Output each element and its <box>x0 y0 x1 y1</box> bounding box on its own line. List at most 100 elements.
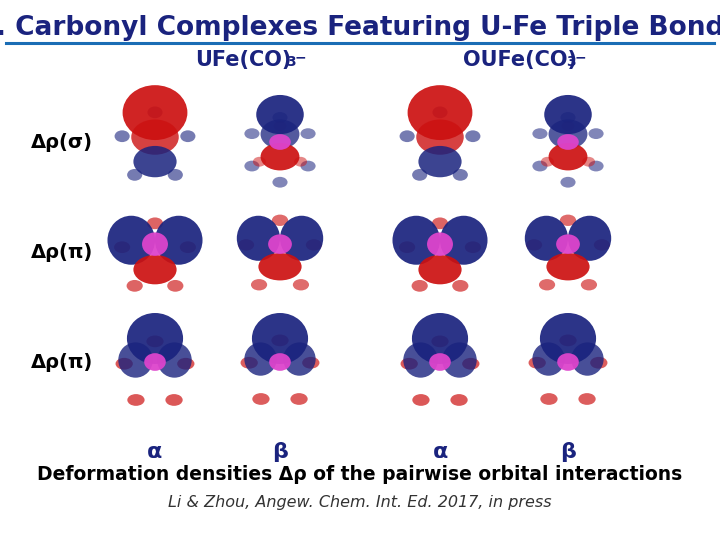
Ellipse shape <box>146 335 163 347</box>
Ellipse shape <box>528 357 546 369</box>
Ellipse shape <box>268 234 292 254</box>
Text: −: − <box>295 50 307 64</box>
Ellipse shape <box>403 342 438 377</box>
Ellipse shape <box>272 214 288 226</box>
Ellipse shape <box>240 357 258 369</box>
Ellipse shape <box>581 279 597 291</box>
Ellipse shape <box>544 95 592 134</box>
Ellipse shape <box>588 160 603 171</box>
Ellipse shape <box>114 130 130 142</box>
Ellipse shape <box>122 85 187 140</box>
Ellipse shape <box>127 394 145 406</box>
Ellipse shape <box>432 218 448 229</box>
Ellipse shape <box>453 169 468 181</box>
Ellipse shape <box>252 313 308 364</box>
Ellipse shape <box>418 255 462 285</box>
Ellipse shape <box>280 216 323 261</box>
Ellipse shape <box>127 280 143 292</box>
Ellipse shape <box>557 353 579 371</box>
Ellipse shape <box>532 128 547 139</box>
Text: α: α <box>148 442 163 462</box>
Ellipse shape <box>431 335 449 347</box>
Ellipse shape <box>300 160 315 171</box>
Ellipse shape <box>556 234 580 254</box>
Text: α: α <box>433 442 448 462</box>
Ellipse shape <box>442 342 477 377</box>
Ellipse shape <box>293 279 309 291</box>
Ellipse shape <box>412 313 468 364</box>
Ellipse shape <box>167 280 184 292</box>
Ellipse shape <box>283 342 315 376</box>
Ellipse shape <box>244 128 259 139</box>
Ellipse shape <box>269 134 291 150</box>
Ellipse shape <box>526 239 542 251</box>
Ellipse shape <box>180 241 196 253</box>
Ellipse shape <box>549 143 588 171</box>
Text: Li & Zhou, Angew. Chem. Int. Ed. 2017, in press: Li & Zhou, Angew. Chem. Int. Ed. 2017, i… <box>168 495 552 510</box>
Ellipse shape <box>168 169 183 181</box>
Ellipse shape <box>427 232 453 256</box>
Ellipse shape <box>408 85 472 140</box>
Ellipse shape <box>238 239 254 251</box>
Ellipse shape <box>261 143 300 171</box>
Ellipse shape <box>253 157 266 167</box>
Ellipse shape <box>115 358 132 369</box>
Ellipse shape <box>107 216 155 265</box>
Ellipse shape <box>400 130 415 142</box>
Text: Δρ(π): Δρ(π) <box>31 242 93 261</box>
Ellipse shape <box>433 106 448 118</box>
Ellipse shape <box>440 216 487 265</box>
Ellipse shape <box>400 358 418 369</box>
Ellipse shape <box>256 95 304 134</box>
Ellipse shape <box>429 353 451 371</box>
Ellipse shape <box>127 313 183 364</box>
Ellipse shape <box>413 394 430 406</box>
Ellipse shape <box>568 216 611 261</box>
Ellipse shape <box>588 128 603 139</box>
Ellipse shape <box>131 119 179 155</box>
Ellipse shape <box>237 216 280 261</box>
Ellipse shape <box>540 393 557 405</box>
Ellipse shape <box>269 353 291 371</box>
Ellipse shape <box>118 342 153 377</box>
Ellipse shape <box>451 394 468 406</box>
Ellipse shape <box>244 160 259 171</box>
Ellipse shape <box>133 255 176 285</box>
Ellipse shape <box>290 393 307 405</box>
Ellipse shape <box>582 157 595 167</box>
Text: Δρ(σ): Δρ(σ) <box>31 132 93 152</box>
Ellipse shape <box>560 112 575 123</box>
Text: 3: 3 <box>286 55 296 69</box>
Ellipse shape <box>294 157 307 167</box>
Ellipse shape <box>157 342 192 377</box>
Ellipse shape <box>392 216 440 265</box>
Text: 3: 3 <box>566 55 575 69</box>
Ellipse shape <box>452 280 469 292</box>
Ellipse shape <box>532 342 564 376</box>
Ellipse shape <box>306 239 322 251</box>
Ellipse shape <box>300 128 315 139</box>
Ellipse shape <box>177 358 194 369</box>
Ellipse shape <box>272 177 287 187</box>
Text: Δρ(π): Δρ(π) <box>31 353 93 372</box>
Ellipse shape <box>462 358 480 369</box>
Ellipse shape <box>261 119 300 149</box>
Text: OUFe(CO): OUFe(CO) <box>463 50 577 70</box>
Ellipse shape <box>465 241 481 253</box>
Ellipse shape <box>539 279 555 291</box>
Text: UFe(CO): UFe(CO) <box>195 50 292 70</box>
Ellipse shape <box>258 253 302 280</box>
Text: Deformation densities Δρ of the pairwise orbital interactions: Deformation densities Δρ of the pairwise… <box>37 465 683 484</box>
Ellipse shape <box>541 157 554 167</box>
Ellipse shape <box>142 232 168 256</box>
Ellipse shape <box>557 134 579 150</box>
Ellipse shape <box>147 218 163 229</box>
Ellipse shape <box>244 342 276 376</box>
Ellipse shape <box>133 146 176 177</box>
Ellipse shape <box>562 121 575 131</box>
Ellipse shape <box>418 146 462 177</box>
Ellipse shape <box>399 241 415 253</box>
Ellipse shape <box>560 214 576 226</box>
Ellipse shape <box>412 280 428 292</box>
Ellipse shape <box>302 357 320 369</box>
